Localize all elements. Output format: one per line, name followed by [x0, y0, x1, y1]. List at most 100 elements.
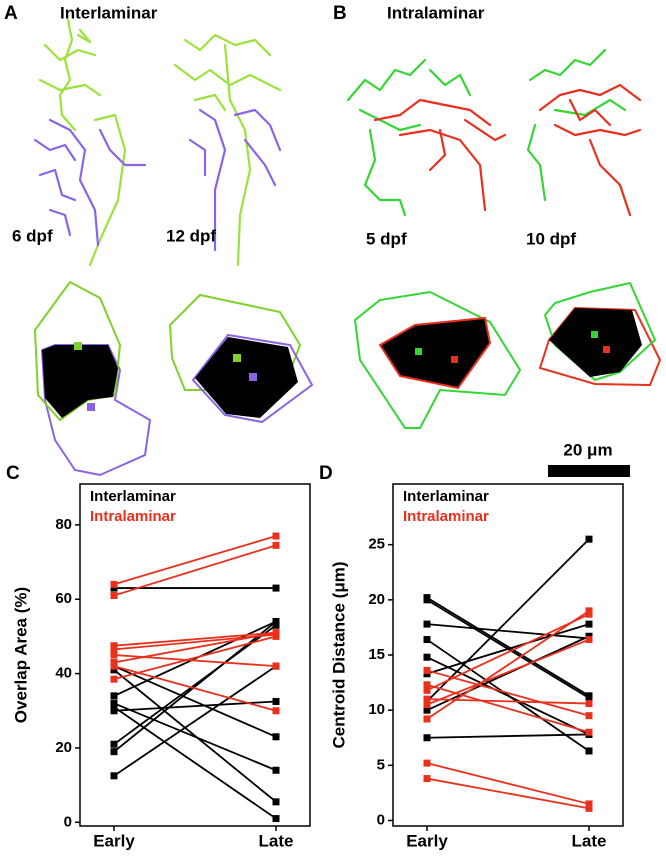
neuron-12dpf	[173, 33, 282, 267]
y-tick-label: 40	[55, 665, 72, 682]
data-point	[110, 584, 118, 592]
y-tick-label: 20	[55, 739, 72, 756]
pair-line	[113, 665, 277, 712]
data-point	[110, 675, 118, 683]
age-label: 10 dpf	[526, 229, 576, 248]
data-point	[272, 798, 280, 806]
data-point	[423, 596, 431, 604]
data-point	[110, 740, 118, 748]
pair-line	[426, 762, 590, 805]
pair-line	[113, 620, 277, 753]
y-tick-label: 25	[368, 536, 385, 553]
pair-line	[426, 656, 590, 736]
pair-line	[426, 596, 590, 697]
overlap-12dpf	[168, 293, 314, 424]
neuron-5dpf	[346, 58, 507, 217]
y-tick-label: 60	[55, 590, 72, 607]
y-axis-label: Overlap Area (%)	[11, 587, 30, 723]
scale-bar-label: 20 μm	[563, 440, 612, 459]
data-point	[423, 715, 431, 723]
y-tick-label: 5	[377, 756, 385, 773]
data-point	[585, 712, 593, 720]
pair-line	[426, 635, 590, 711]
data-point	[423, 681, 431, 689]
y-tick-label: 0	[64, 813, 72, 830]
x-tick-label: Early	[93, 831, 135, 850]
data-point	[272, 532, 280, 540]
data-point	[423, 653, 431, 661]
y-tick-label: 15	[368, 646, 385, 663]
data-point	[272, 632, 280, 640]
pair-line	[426, 733, 590, 739]
data-point	[272, 662, 280, 670]
data-point	[110, 707, 118, 715]
data-point	[110, 645, 118, 653]
data-point	[585, 747, 593, 755]
data-point	[423, 636, 431, 644]
pair-line	[113, 654, 277, 668]
y-tick-label: 0	[377, 811, 385, 828]
data-point	[110, 658, 118, 666]
data-point	[110, 748, 118, 756]
data-point	[272, 815, 280, 823]
data-point	[272, 697, 280, 705]
data-point	[272, 707, 280, 715]
pair-line	[113, 631, 277, 647]
data-point	[110, 592, 118, 600]
data-point	[110, 642, 118, 650]
plot-frame	[79, 483, 311, 827]
pair-line	[426, 538, 590, 702]
data-point	[585, 700, 593, 708]
pair-line	[113, 702, 277, 772]
data-point	[585, 728, 593, 736]
data-point	[110, 580, 118, 588]
y-tick-label: 10	[368, 701, 385, 718]
data-point	[423, 775, 431, 783]
data-point	[110, 666, 118, 674]
data-point	[585, 694, 593, 702]
pair-line	[113, 631, 277, 664]
data-point	[423, 686, 431, 694]
pair-line	[426, 610, 590, 720]
data-point	[272, 733, 280, 741]
pair-line	[113, 665, 277, 738]
data-point	[423, 734, 431, 742]
data-point	[110, 699, 118, 707]
legend-entry: Intralaminar	[403, 508, 489, 525]
legend-entry: Intralaminar	[90, 508, 176, 525]
panel-title: Interlaminar	[60, 3, 158, 22]
data-point	[272, 618, 280, 626]
scale-bar	[548, 465, 630, 477]
pair-line	[113, 706, 277, 820]
data-point	[110, 651, 118, 659]
panel-label: A	[4, 3, 18, 24]
pair-line	[113, 624, 277, 745]
overlap-5dpf	[353, 290, 522, 429]
panel-label: C	[6, 463, 20, 484]
y-tick-label: 20	[368, 591, 385, 608]
data-point	[423, 620, 431, 628]
pair-line	[113, 635, 277, 681]
data-point	[272, 766, 280, 774]
pair-line	[426, 698, 590, 705]
data-point	[423, 666, 431, 674]
pair-line	[426, 613, 590, 692]
data-point	[585, 535, 593, 543]
pair-line	[113, 700, 277, 712]
legend-entry: Interlaminar	[90, 488, 176, 505]
pair-line	[113, 535, 277, 586]
neuron-10dpf	[526, 48, 642, 217]
pair-line	[426, 623, 590, 640]
age-label: 12 dpf	[166, 226, 216, 245]
data-point	[423, 701, 431, 709]
panel-title: Intralaminar	[387, 3, 485, 22]
data-point	[110, 772, 118, 780]
data-point	[585, 636, 593, 644]
data-point	[272, 621, 280, 629]
data-point	[423, 759, 431, 767]
x-tick-label: Early	[406, 831, 448, 850]
age-label: 5 dpf	[366, 229, 407, 248]
y-axis-label: Centroid Distance (μm)	[329, 561, 348, 748]
data-point	[585, 607, 593, 615]
